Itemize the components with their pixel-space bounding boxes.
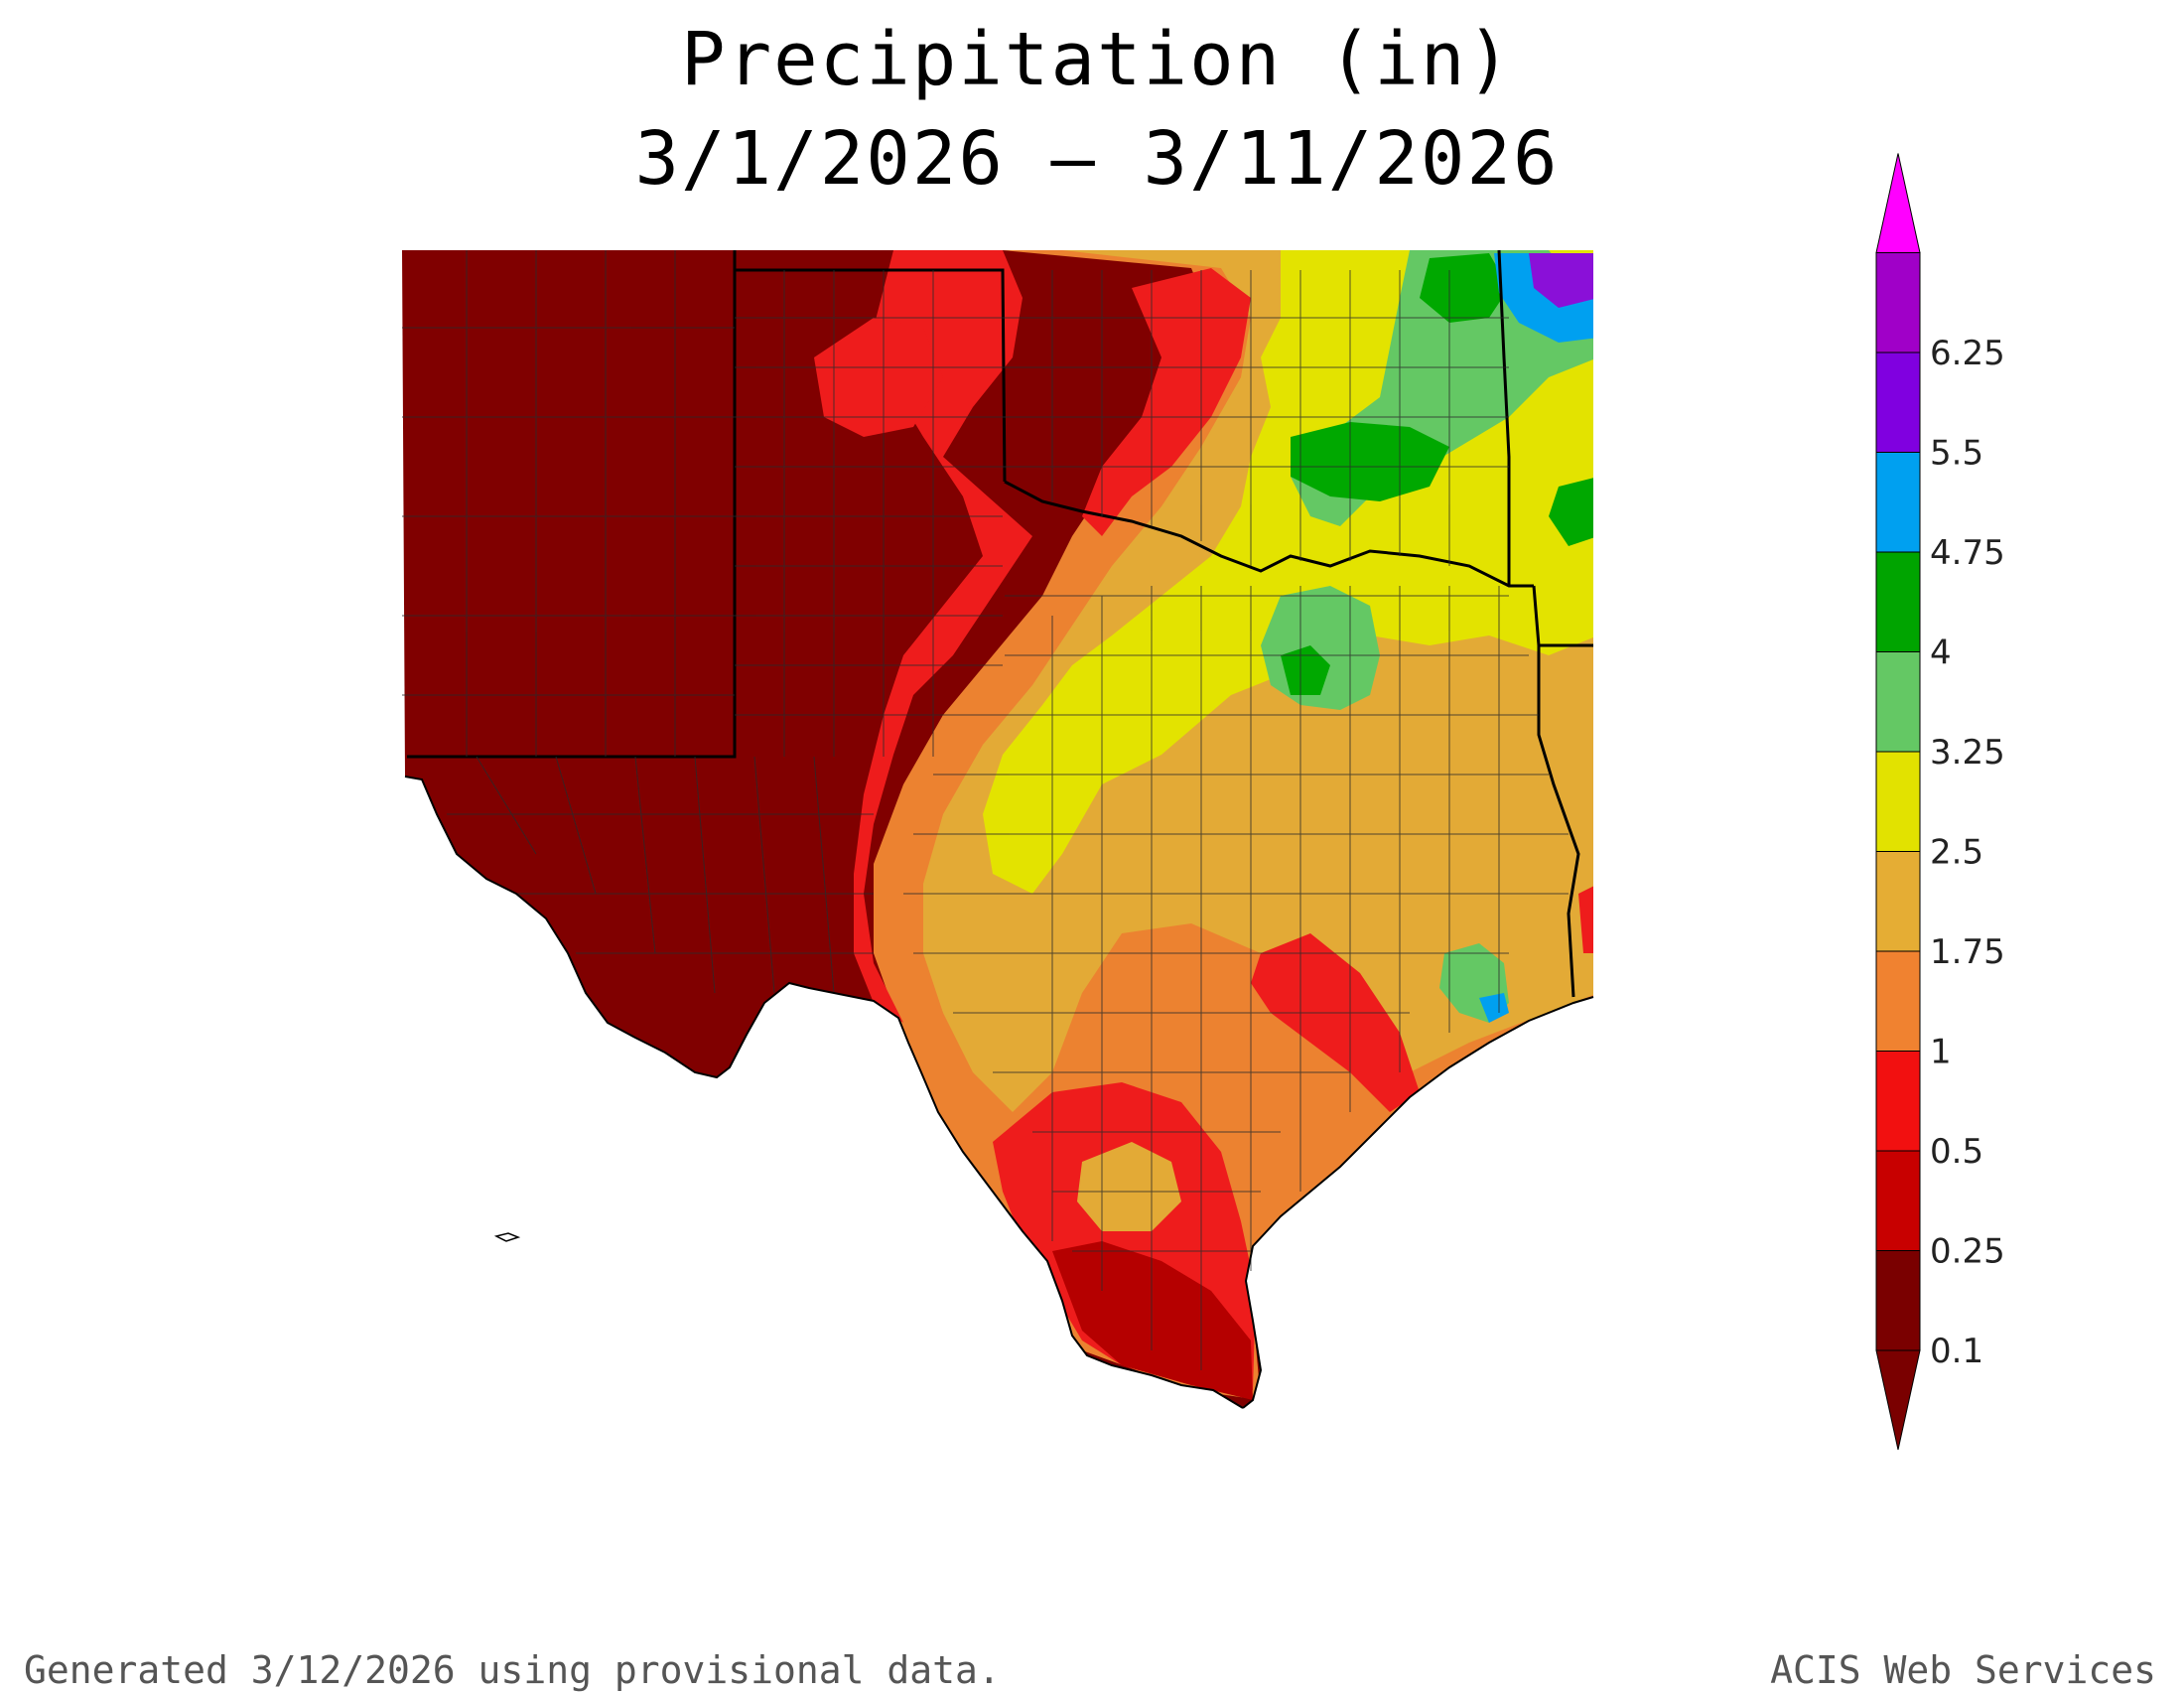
generated-note: Generated 3/12/2026 using provisional da… bbox=[24, 1648, 1001, 1692]
new-mexico-texas-boundary bbox=[407, 250, 737, 759]
county-grid-panhandle bbox=[735, 270, 1003, 757]
precip-zone-low-central bbox=[1251, 933, 1420, 1112]
precip-zone-low-pan bbox=[814, 318, 943, 437]
data-source: ACIS Web Services bbox=[1770, 1648, 2156, 1692]
precip-zone-mid-south-pocket bbox=[1077, 1142, 1181, 1231]
legend-label: 0.1 bbox=[1930, 1332, 1983, 1371]
precip-zone-low-north bbox=[1082, 268, 1251, 536]
legend-label: 2.5 bbox=[1930, 833, 1983, 873]
legend-swatch bbox=[1875, 551, 1921, 652]
legend-swatch bbox=[1875, 252, 1921, 353]
red-river-boundary bbox=[1004, 480, 1534, 588]
precip-zone-higher-4 bbox=[1549, 477, 1593, 546]
legend-label: 0.25 bbox=[1930, 1232, 2005, 1272]
legend-label: 1.75 bbox=[1930, 932, 2005, 972]
legend-label: 6.25 bbox=[1930, 334, 2005, 373]
legend-label: 5.5 bbox=[1930, 434, 1983, 474]
county-boundaries bbox=[402, 250, 1569, 1370]
county-grid-oklahoma bbox=[1003, 270, 1509, 566]
sabine-boundary bbox=[1537, 645, 1580, 998]
rio-grande-border bbox=[404, 776, 1244, 1409]
precip-zone-extreme bbox=[1529, 253, 1593, 308]
legend-swatch bbox=[1875, 751, 1921, 852]
legend-swatch bbox=[1875, 950, 1921, 1052]
legend-swatch bbox=[1875, 452, 1921, 553]
legend-swatch bbox=[1875, 1150, 1921, 1251]
legend-label: 1 bbox=[1930, 1033, 1952, 1072]
precip-zone-low-west bbox=[854, 250, 1032, 1023]
state-boundaries bbox=[407, 249, 1593, 998]
legend-swatch bbox=[1875, 851, 1921, 952]
offshore-island-mark bbox=[493, 1232, 521, 1242]
legend-swatch bbox=[1875, 1250, 1921, 1351]
legend-label: 4.75 bbox=[1930, 533, 2005, 573]
county-grid-nm bbox=[402, 250, 735, 757]
oklahoma-panhandle-boundary bbox=[735, 268, 1007, 483]
county-grid-far-west bbox=[447, 756, 874, 994]
legend-label: 4 bbox=[1930, 634, 1952, 673]
color-legend: 0.1 0.25 0.5 1 1.75 2.5 3.25 4 4.75 5.5 6.25 bbox=[1875, 153, 2005, 1451]
legend-under-arrow bbox=[1875, 1349, 1921, 1451]
legend-swatch bbox=[1875, 1051, 1921, 1152]
precip-zone-low-east bbox=[1578, 884, 1593, 953]
legend-label: 3.25 bbox=[1930, 733, 2005, 773]
map-title: Precipitation (in) 3/1/2026 – 3/11/2026 bbox=[0, 10, 2184, 209]
precip-zone-higher bbox=[1420, 253, 1509, 323]
title-line-2: 3/1/2026 – 3/11/2026 bbox=[634, 116, 1560, 202]
precip-zone-very-high-coast bbox=[1479, 993, 1509, 1023]
precip-zone-higher-2 bbox=[1291, 422, 1449, 501]
legend-swatch bbox=[1875, 651, 1921, 753]
arkansas-boundary bbox=[1497, 249, 1511, 586]
county-grid-central bbox=[903, 586, 1569, 1370]
gulf-coastline bbox=[1242, 996, 1594, 1409]
legend-label: 0.5 bbox=[1930, 1132, 1983, 1172]
legend-swatch bbox=[1875, 352, 1921, 453]
legend-over-arrow bbox=[1875, 153, 1921, 253]
precip-zone-higher-3 bbox=[1281, 645, 1330, 695]
title-line-1: Precipitation (in) bbox=[681, 17, 1513, 102]
